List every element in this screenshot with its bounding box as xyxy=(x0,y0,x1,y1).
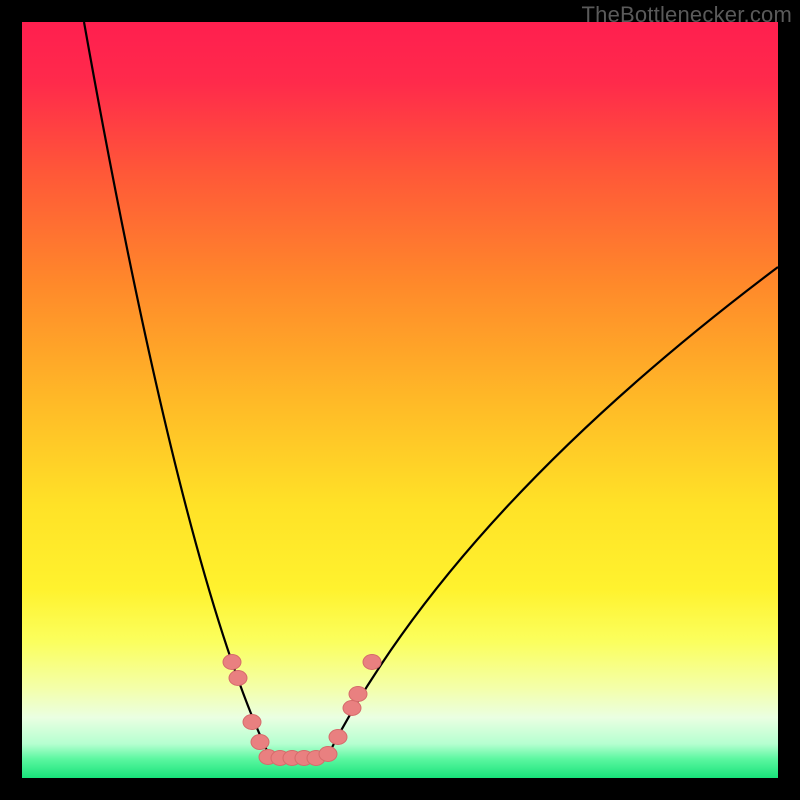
data-marker xyxy=(349,687,367,702)
plot-area xyxy=(22,22,778,778)
data-marker xyxy=(229,671,247,686)
data-marker xyxy=(243,715,261,730)
data-marker xyxy=(343,701,361,716)
data-marker xyxy=(363,655,381,670)
data-marker xyxy=(319,747,337,762)
bottleneck-curve xyxy=(22,22,778,778)
data-markers xyxy=(223,655,381,766)
data-marker xyxy=(329,730,347,745)
data-marker xyxy=(223,655,241,670)
data-marker xyxy=(251,735,269,750)
watermark-text: TheBottlenecker.com xyxy=(582,2,792,28)
